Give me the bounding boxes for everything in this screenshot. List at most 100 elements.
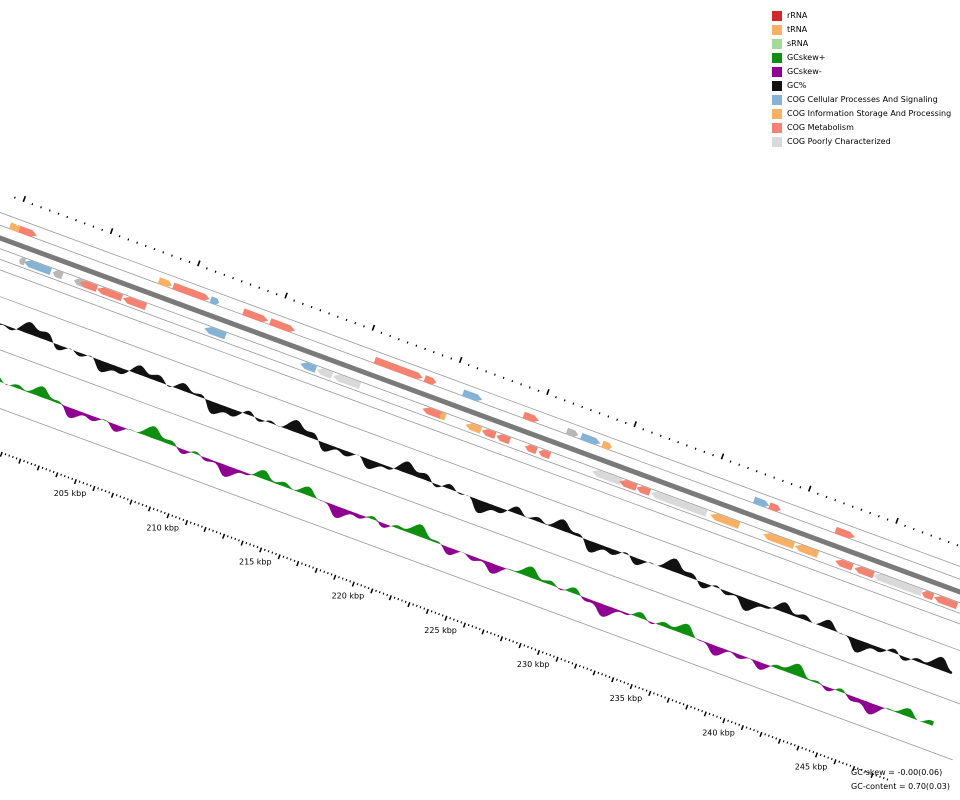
scale-tick: [701, 710, 704, 713]
reverse-strand-features: [19, 257, 959, 610]
scale-tick: [453, 618, 455, 621]
outer-tick: [895, 517, 899, 524]
gc-content-profile: [0, 322, 953, 675]
scale-tick: [875, 774, 878, 777]
scale-tick: [256, 546, 259, 549]
scale-tick: [827, 756, 829, 759]
scale-tick: [404, 600, 407, 603]
scale-tick: [110, 492, 115, 498]
outer-tick: [363, 325, 365, 328]
reverse-feature: [96, 287, 124, 302]
scale-tick: [582, 666, 585, 669]
outer-tick: [869, 511, 872, 515]
forward-feature: [461, 389, 483, 402]
outer-tick: [284, 292, 288, 299]
outer-tick: [162, 251, 165, 254]
outer-tick: [118, 235, 121, 238]
outer-tick: [581, 405, 584, 408]
scale-tick: [364, 585, 366, 588]
reverse-feature: [300, 362, 317, 373]
reverse-feature: [525, 444, 538, 455]
scale-tick: [156, 509, 159, 512]
scale-tick: [497, 634, 500, 638]
scale-tick: [727, 719, 729, 722]
scale-tick: [796, 745, 800, 751]
outer-tick: [205, 267, 208, 270]
outer-tick: [432, 350, 435, 354]
scale-tick: [259, 547, 263, 553]
scale-tick: [851, 765, 856, 772]
reverse-feature: [19, 257, 27, 266]
scale-label: 215 kbp: [239, 558, 272, 567]
scale-tick: [12, 455, 14, 459]
legend-item-cog-poorly: COG Poorly Characterized: [772, 135, 951, 149]
scale-tick: [360, 584, 363, 587]
legend-label: COG Poorly Characterized: [787, 137, 891, 146]
outer-tick: [389, 334, 392, 338]
track-line: [0, 258, 960, 614]
scale-tick: [49, 469, 51, 472]
reverse-feature: [439, 412, 447, 421]
scale-tick: [597, 671, 600, 675]
outer-tick: [851, 505, 854, 508]
scale-tick: [238, 539, 240, 542]
scale-tick: [775, 737, 778, 740]
scale-tick: [608, 675, 611, 679]
forward-feature: [423, 375, 437, 385]
scale-tick: [423, 607, 426, 610]
scale-tick: [564, 659, 566, 662]
track-line: [0, 269, 960, 625]
outer-tick: [92, 225, 95, 228]
scale-tick: [215, 531, 218, 534]
forward-feature: [8, 222, 18, 231]
scale-tick: [693, 707, 696, 710]
reverse-feature: [873, 573, 923, 596]
outer-tick: [668, 437, 671, 441]
scale-tick: [601, 673, 603, 676]
outer-tick: [345, 318, 348, 322]
forward-strand-features: [8, 222, 855, 539]
scale-tick: [679, 701, 681, 705]
legend-label: rRNA: [787, 11, 808, 20]
forward-feature: [373, 356, 423, 380]
scale-tick: [378, 591, 381, 594]
outer-tick: [101, 228, 104, 231]
reverse-feature: [710, 513, 741, 529]
scale-tick: [230, 536, 233, 539]
scale-tick: [574, 663, 578, 669]
scale-tick: [271, 551, 274, 554]
scale-tick: [460, 621, 463, 624]
outer-tick: [537, 389, 540, 392]
outer-tick: [406, 341, 409, 344]
legend-swatch: [772, 25, 782, 35]
outer-tick: [860, 508, 863, 511]
scale-tick: [541, 651, 544, 654]
outer-tick: [816, 492, 819, 495]
outer-tick: [712, 453, 714, 457]
reverse-feature: [481, 429, 497, 439]
scale-tick: [175, 515, 177, 519]
scale-tick-ruler: [0, 451, 889, 781]
scale-tick: [301, 562, 303, 565]
scale-tick: [67, 476, 70, 479]
reverse-feature: [811, 549, 819, 558]
scale-tick: [286, 556, 288, 560]
scale-tick: [493, 633, 496, 636]
scale-tick: [578, 664, 581, 668]
scale-label: 235 kbp: [610, 694, 643, 703]
outer-tick: [214, 270, 217, 273]
legend-label: COG Metabolism: [787, 123, 854, 132]
scale-tick: [708, 712, 711, 716]
scale-tick: [129, 499, 133, 505]
forward-feature: [242, 308, 269, 323]
scale-tick: [753, 729, 755, 732]
scale-tick: [382, 592, 385, 595]
outer-tick: [520, 383, 522, 386]
scale-tick: [23, 459, 25, 463]
scale-tick: [504, 637, 507, 640]
scale-tick: [712, 714, 715, 717]
legend-swatch: [772, 81, 782, 91]
scale-tick: [314, 567, 318, 574]
reverse-feature: [79, 281, 99, 292]
scale-tick: [833, 759, 837, 765]
